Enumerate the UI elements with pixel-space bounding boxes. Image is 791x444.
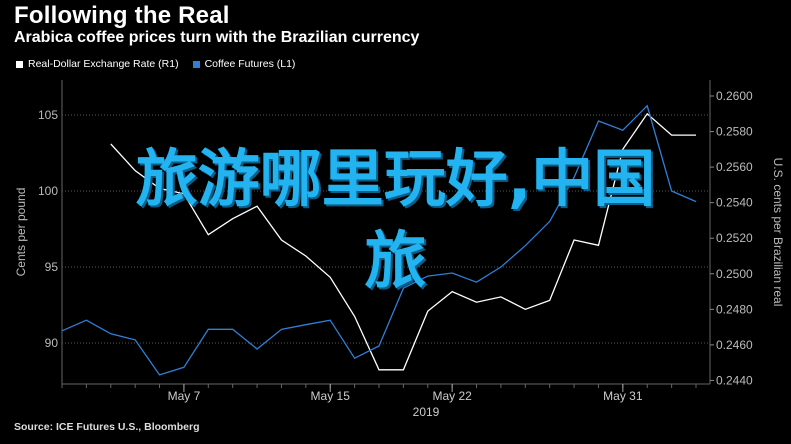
left-tick-label: 95 — [45, 260, 59, 274]
left-tick-label: 90 — [45, 336, 59, 350]
legend-label-coffee-futures: Coffee Futures (L1) — [204, 58, 296, 70]
right-tick-label: 0.2560 — [716, 160, 753, 174]
chart-subtitle: Arabica coffee prices turn with the Braz… — [14, 29, 420, 46]
x-tick-label: May 22 — [432, 389, 472, 403]
right-tick-label: 0.2480 — [716, 302, 753, 316]
legend-item-exchange-rate: Real-Dollar Exchange Rate (R1) — [16, 58, 179, 70]
legend-label-exchange-rate: Real-Dollar Exchange Rate (R1) — [28, 58, 179, 70]
legend: Real-Dollar Exchange Rate (R1) Coffee Fu… — [16, 57, 295, 71]
watermark-text-line-2: 旅 — [364, 224, 427, 297]
right-tick-label: 0.2600 — [716, 89, 753, 103]
legend-item-coffee-futures: Coffee Futures (L1) — [192, 58, 296, 70]
legend-swatch-exchange-rate — [16, 60, 23, 68]
watermark-text-line-1: 旅游哪里玩好,中国 — [135, 142, 656, 215]
x-tick-label: May 7 — [168, 389, 201, 403]
right-tick-label: 0.2540 — [716, 196, 753, 210]
right-tick-label: 0.2520 — [716, 231, 753, 245]
source-note: Source: ICE Futures U.S., Bloomberg — [14, 421, 200, 433]
x-year-label: 2019 — [413, 405, 440, 419]
right-tick-label: 0.2580 — [716, 125, 753, 139]
right-tick-label: 0.2440 — [716, 373, 753, 387]
right-tick-label: 0.2500 — [716, 267, 753, 281]
x-tick-label: May 31 — [603, 389, 643, 403]
right-tick-label: 0.2460 — [716, 338, 753, 352]
right-axis-title: U.S. cents per Brazilian real — [771, 158, 785, 307]
left-tick-label: 105 — [38, 108, 58, 122]
left-tick-label: 100 — [38, 184, 58, 198]
chart-title: Following the Real — [14, 2, 230, 29]
x-tick-label: May 15 — [311, 389, 351, 403]
left-axis-title: Cents per pound — [14, 188, 28, 277]
legend-swatch-coffee-futures — [192, 60, 200, 68]
